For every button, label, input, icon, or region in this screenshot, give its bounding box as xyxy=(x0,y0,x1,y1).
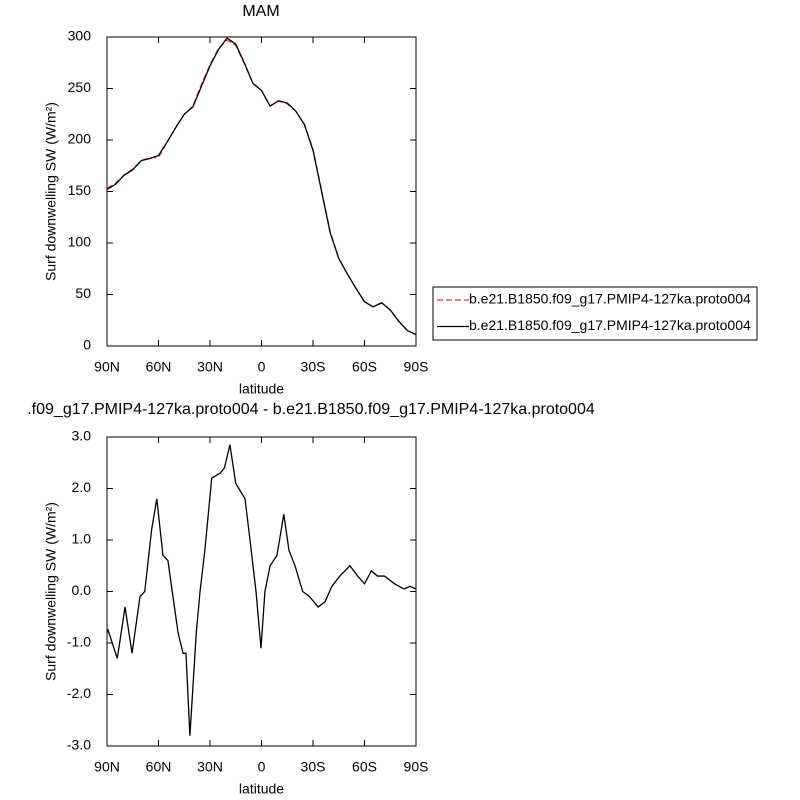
x-tick-label: 60N xyxy=(146,359,172,375)
x-tick-label: 90S xyxy=(404,359,429,375)
y-tick-label: 200 xyxy=(68,131,92,147)
y-tick-label: -3.0 xyxy=(67,737,91,753)
y-tick-label: 100 xyxy=(68,234,92,250)
y-tick-label: 2.0 xyxy=(72,479,92,495)
y-tick-label: 0.0 xyxy=(72,582,92,598)
data-line xyxy=(106,39,417,336)
x-tick-label: 30N xyxy=(197,759,223,775)
y-axis-label: Surf downwelling SW (W/m²) xyxy=(43,502,59,681)
x-tick-label: 90N xyxy=(94,359,120,375)
y-tick-label: 150 xyxy=(68,182,92,198)
plot-frame xyxy=(106,36,417,347)
chart-title: .f09_g17.PMIP4-127ka.proto004 - b.e21.B1… xyxy=(27,401,595,418)
x-axis-label: latitude xyxy=(239,781,284,797)
x-axis-label: latitude xyxy=(239,381,284,397)
x-tick-label: 0 xyxy=(258,759,266,775)
y-tick-label: 250 xyxy=(68,79,92,95)
y-tick-label: 300 xyxy=(68,28,92,44)
data-line xyxy=(106,37,417,336)
x-tick-label: 90S xyxy=(404,759,429,775)
chart-title: MAM xyxy=(242,3,279,20)
y-tick-label: 0 xyxy=(83,337,91,353)
x-tick-label: 60S xyxy=(352,759,377,775)
x-tick-label: 0 xyxy=(258,359,266,375)
y-tick-label: -2.0 xyxy=(67,685,91,701)
y-tick-label: -1.0 xyxy=(67,634,91,650)
x-tick-label: 30S xyxy=(301,359,326,375)
legend-label: b.e21.B1850.f09_g17.PMIP4-127ka.proto004 xyxy=(469,291,751,307)
legend-box xyxy=(432,286,758,341)
x-tick-label: 60N xyxy=(146,759,172,775)
y-tick-label: 3.0 xyxy=(72,428,92,444)
x-tick-label: 30S xyxy=(301,759,326,775)
y-tick-label: 50 xyxy=(75,285,91,301)
legend-label: b.e21.B1850.f09_g17.PMIP4-127ka.proto004 xyxy=(469,317,751,333)
y-axis-label: Surf downwelling SW (W/m²) xyxy=(43,102,59,281)
y-tick-label: 1.0 xyxy=(72,531,92,547)
x-tick-label: 60S xyxy=(352,359,377,375)
data-line xyxy=(106,444,417,736)
x-tick-label: 90N xyxy=(94,759,120,775)
x-tick-label: 30N xyxy=(197,359,223,375)
plot-frame xyxy=(106,436,417,747)
